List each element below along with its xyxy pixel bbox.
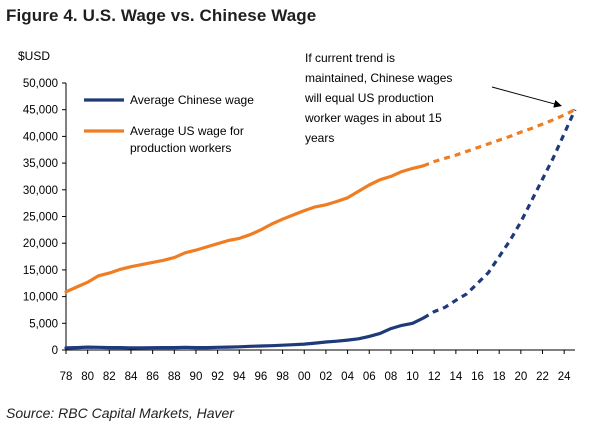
x-tick-label: 92: [211, 371, 224, 383]
y-tick-label: 40,000: [23, 131, 58, 143]
x-tick-label: 96: [255, 371, 268, 383]
x-tick-label: 08: [384, 371, 397, 383]
chinese-wage-projected-line: [422, 109, 577, 320]
x-tick-label: 02: [320, 371, 333, 383]
x-tick-label: 82: [103, 371, 116, 383]
chinese-wage-legend-label: Average Chinese wage: [130, 93, 254, 107]
x-tick-label: 86: [146, 371, 159, 383]
x-tick-label: 84: [125, 371, 138, 383]
x-tick-label: 06: [363, 371, 376, 383]
us-wage-actual-line: [64, 164, 425, 294]
x-tick-label: 78: [60, 371, 73, 383]
chart-annotation: If current trend is maintained, Chinese w…: [304, 51, 562, 145]
x-tick-label: 00: [298, 371, 311, 383]
y-tick-label: 20,000: [23, 238, 58, 250]
chart-series: [64, 108, 577, 350]
x-tick-label: 22: [536, 371, 549, 383]
x-tick-label: 14: [449, 371, 462, 383]
y-tick-label: 25,000: [23, 212, 58, 224]
us-wage-legend-label: Average US wage for production workers: [130, 124, 244, 155]
source-note: Source: RBC Capital Markets, Haver: [6, 405, 234, 421]
x-tick-label: 10: [406, 371, 419, 383]
y-axis-unit-label: $USD: [18, 49, 51, 63]
x-tick-label: 12: [428, 371, 441, 383]
y-tick-label: 10,000: [23, 292, 58, 304]
x-tick-label: 04: [341, 371, 354, 383]
x-tick-label: 18: [493, 371, 506, 383]
y-tick-label: 35,000: [23, 158, 58, 170]
y-tick-label: 5,000: [29, 318, 58, 330]
y-tick-label: 15,000: [23, 265, 58, 277]
figure-title: Figure 4. U.S. Wage vs. Chinese Wage: [6, 6, 317, 25]
x-tick-label: 88: [168, 371, 181, 383]
x-tick-label: 94: [233, 371, 246, 383]
chart-axes: 0 5,000 10,000 15,000 20,000 25,000 30,000 35,0…: [23, 78, 575, 383]
trend-note: If current trend is maintained, Chinese w…: [304, 51, 452, 145]
y-tick-label: 30,000: [23, 185, 58, 197]
x-tick-label: 98: [276, 371, 289, 383]
chart-legend: Average Chinese wage Average US wage for p…: [84, 93, 254, 155]
chinese-wage-actual-line: [64, 316, 425, 350]
annotation-arrow: [491, 86, 562, 108]
x-tick-label: 20: [514, 371, 527, 383]
x-tick-label: 80: [81, 371, 94, 383]
x-tick-label: 24: [558, 371, 571, 383]
y-tick-label: 50,000: [23, 78, 58, 90]
x-tick-label: 90: [190, 371, 203, 383]
y-tick-label: 45,000: [23, 105, 58, 117]
x-tick-label: 16: [471, 371, 484, 383]
y-tick-label: 0: [52, 345, 58, 357]
us-wage-projected-line: [422, 108, 576, 168]
